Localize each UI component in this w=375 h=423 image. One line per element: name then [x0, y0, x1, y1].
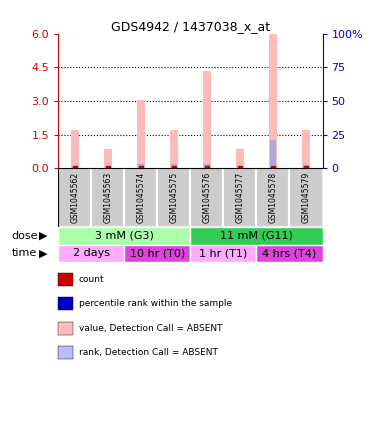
- Text: ▶: ▶: [39, 248, 47, 258]
- Bar: [224, 168, 256, 227]
- Text: GSM1045577: GSM1045577: [236, 172, 244, 223]
- Bar: [290, 168, 322, 227]
- Bar: [203, 71, 211, 168]
- Text: time: time: [11, 248, 36, 258]
- Text: ▶: ▶: [39, 231, 47, 241]
- Text: count: count: [79, 275, 104, 284]
- Bar: [256, 168, 290, 227]
- Bar: [190, 244, 256, 262]
- Bar: [58, 227, 190, 244]
- Text: GSM1045576: GSM1045576: [202, 172, 211, 223]
- Bar: [157, 168, 190, 227]
- Text: 10 hr (T0): 10 hr (T0): [130, 248, 185, 258]
- Bar: [269, 34, 277, 168]
- Bar: [256, 244, 322, 262]
- Bar: [72, 165, 78, 168]
- Text: 3 mM (G3): 3 mM (G3): [95, 231, 154, 241]
- Bar: [204, 164, 210, 168]
- Text: 2 days: 2 days: [73, 248, 110, 258]
- Title: GDS4942 / 1437038_x_at: GDS4942 / 1437038_x_at: [111, 20, 270, 33]
- Text: GSM1045578: GSM1045578: [268, 172, 278, 223]
- Bar: [70, 130, 79, 168]
- Text: GSM1045563: GSM1045563: [103, 172, 112, 223]
- Bar: [58, 244, 124, 262]
- Bar: [171, 165, 177, 168]
- Bar: [136, 100, 145, 168]
- Bar: [270, 140, 276, 168]
- Bar: [104, 149, 112, 168]
- Bar: [138, 164, 144, 168]
- Bar: [58, 168, 91, 227]
- Text: GSM1045562: GSM1045562: [70, 172, 79, 223]
- Text: GSM1045575: GSM1045575: [169, 172, 178, 223]
- Bar: [190, 227, 322, 244]
- Bar: [303, 165, 309, 168]
- Text: dose: dose: [11, 231, 38, 241]
- Bar: [124, 244, 190, 262]
- Bar: [190, 168, 224, 227]
- Bar: [170, 130, 178, 168]
- Text: value, Detection Call = ABSENT: value, Detection Call = ABSENT: [79, 324, 222, 333]
- Bar: [124, 168, 157, 227]
- Bar: [302, 130, 310, 168]
- Text: percentile rank within the sample: percentile rank within the sample: [79, 299, 232, 308]
- Text: 11 mM (G11): 11 mM (G11): [220, 231, 293, 241]
- Text: 4 hrs (T4): 4 hrs (T4): [262, 248, 316, 258]
- Text: GSM1045579: GSM1045579: [302, 172, 310, 223]
- Text: GSM1045574: GSM1045574: [136, 172, 145, 223]
- Bar: [91, 168, 124, 227]
- Text: 1 hr (T1): 1 hr (T1): [199, 248, 248, 258]
- Text: rank, Detection Call = ABSENT: rank, Detection Call = ABSENT: [79, 348, 218, 357]
- Bar: [236, 149, 244, 168]
